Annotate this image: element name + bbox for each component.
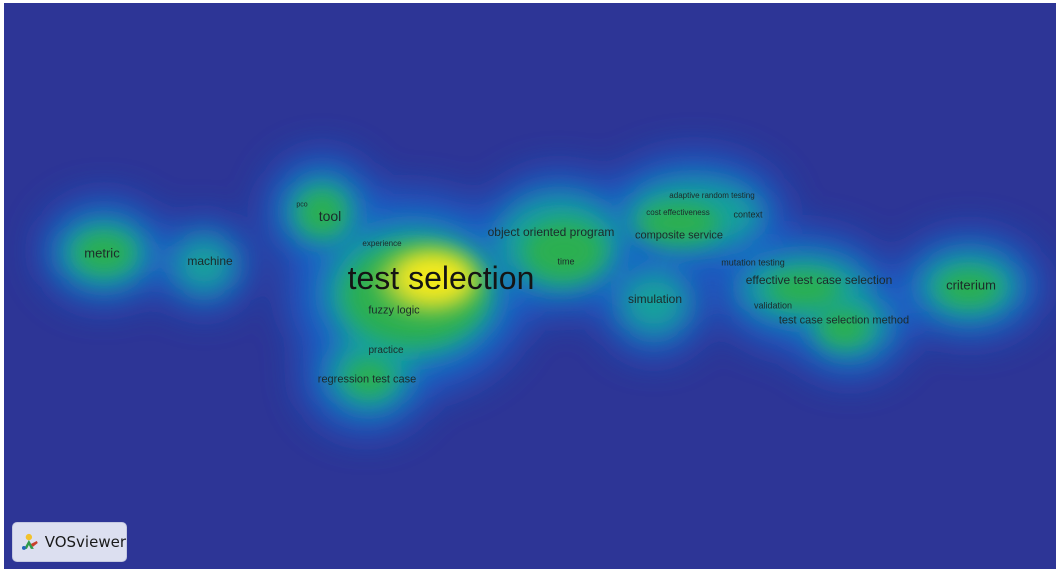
- term-label[interactable]: composite service: [634, 229, 724, 242]
- vosviewer-logo-icon: [21, 533, 38, 550]
- term-label-main[interactable]: test selection: [347, 260, 535, 296]
- term-label[interactable]: test case selection method: [778, 314, 910, 327]
- term-label[interactable]: cost effectiveness: [646, 208, 710, 217]
- term-label[interactable]: experience: [362, 239, 402, 248]
- term-label[interactable]: mutation testing: [721, 257, 785, 268]
- density-map-canvas: [4, 3, 1056, 569]
- term-label[interactable]: time: [557, 256, 575, 267]
- term-label[interactable]: regression test case: [317, 373, 417, 386]
- term-label[interactable]: effective test case selection: [745, 273, 893, 287]
- term-label[interactable]: criterium: [946, 277, 996, 293]
- term-label[interactable]: machine: [187, 254, 233, 268]
- term-label[interactable]: context: [733, 209, 763, 220]
- term-label[interactable]: adaptive random testing: [669, 191, 755, 200]
- term-label[interactable]: object oriented program: [487, 225, 615, 239]
- density-map[interactable]: metric machine pco tool experience test …: [4, 3, 1056, 569]
- term-label[interactable]: tool: [318, 208, 342, 224]
- vosviewer-logo[interactable]: VOSviewer: [12, 522, 127, 562]
- term-label[interactable]: validation: [753, 300, 793, 311]
- term-label[interactable]: simulation: [627, 292, 683, 306]
- term-label[interactable]: fuzzy logic: [368, 304, 420, 317]
- term-label[interactable]: pco: [296, 201, 308, 209]
- vosviewer-logo-text: VOSviewer: [44, 533, 126, 551]
- term-label[interactable]: metric: [84, 245, 120, 261]
- term-label[interactable]: practice: [368, 345, 404, 356]
